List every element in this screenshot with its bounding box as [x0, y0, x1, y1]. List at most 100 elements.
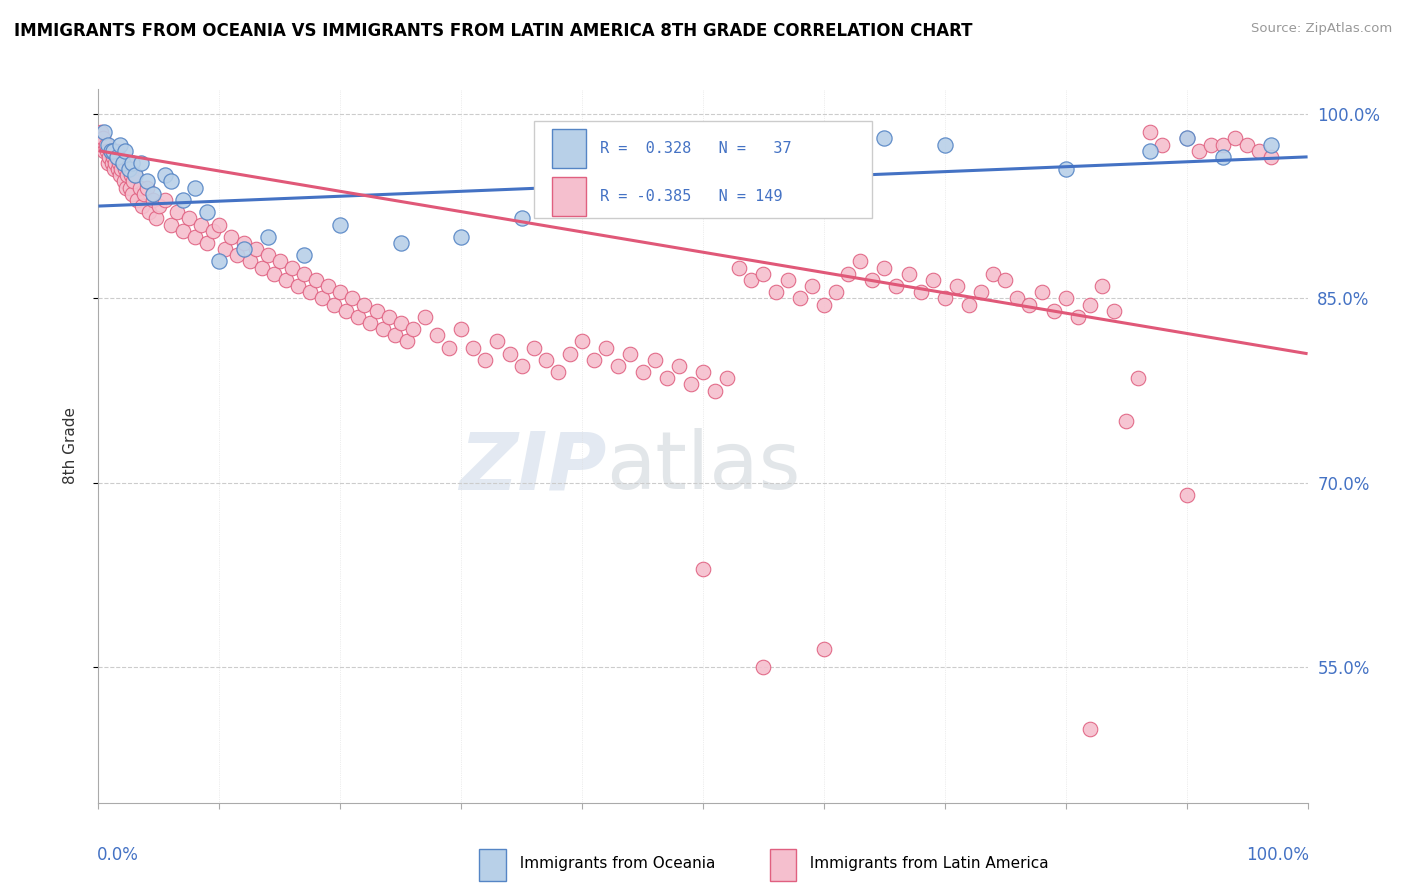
- Point: [395, 334, 418, 349]
- Point: [281, 260, 304, 275]
- Point: [142, 186, 165, 201]
- Point: [837, 267, 859, 281]
- Point: [813, 642, 835, 657]
- Bar: [769, 849, 796, 881]
- Point: [655, 371, 678, 385]
- Point: [1054, 162, 1077, 177]
- Point: [1078, 297, 1101, 311]
- Text: Source: ZipAtlas.com: Source: ZipAtlas.com: [1251, 22, 1392, 36]
- Point: [534, 352, 557, 367]
- Point: [179, 211, 201, 226]
- Point: [184, 230, 207, 244]
- Point: [463, 341, 485, 355]
- Text: Immigrants from Latin America: Immigrants from Latin America: [800, 856, 1049, 871]
- Point: [184, 180, 207, 194]
- Point: [571, 169, 593, 183]
- Point: [1139, 144, 1161, 158]
- Point: [728, 260, 751, 275]
- Text: Immigrants from Oceania: Immigrants from Oceania: [509, 856, 714, 871]
- Point: [98, 150, 121, 164]
- Point: [172, 193, 194, 207]
- Point: [214, 242, 236, 256]
- Point: [1212, 137, 1234, 152]
- Point: [437, 341, 460, 355]
- Point: [619, 347, 641, 361]
- Point: [377, 310, 399, 324]
- Point: [145, 211, 167, 226]
- Point: [305, 273, 328, 287]
- Point: [127, 193, 149, 207]
- Point: [946, 279, 969, 293]
- Point: [124, 169, 146, 183]
- Point: [190, 218, 212, 232]
- Point: [360, 316, 382, 330]
- Point: [323, 297, 346, 311]
- Point: [97, 137, 120, 152]
- Point: [263, 267, 285, 281]
- Point: [1128, 371, 1150, 385]
- Point: [114, 144, 136, 158]
- Text: R = -0.385   N = 149: R = -0.385 N = 149: [600, 189, 783, 204]
- Point: [1018, 297, 1040, 311]
- Point: [335, 303, 357, 318]
- Point: [704, 384, 727, 398]
- Point: [1091, 279, 1114, 293]
- Point: [873, 260, 896, 275]
- Point: [1249, 144, 1271, 158]
- Point: [120, 169, 142, 183]
- Point: [311, 291, 333, 305]
- Point: [752, 193, 775, 207]
- Point: [595, 341, 617, 355]
- Point: [371, 322, 394, 336]
- Point: [921, 273, 943, 287]
- Point: [498, 347, 520, 361]
- Point: [1078, 722, 1101, 736]
- Point: [426, 328, 449, 343]
- Point: [752, 267, 775, 281]
- Point: [1223, 131, 1246, 145]
- Point: [1042, 303, 1064, 318]
- Point: [107, 162, 129, 177]
- Point: [523, 341, 546, 355]
- Point: [389, 235, 412, 250]
- Point: [607, 359, 630, 373]
- Point: [166, 205, 188, 219]
- Point: [668, 359, 690, 373]
- Point: [957, 297, 980, 311]
- Bar: [479, 849, 506, 881]
- Point: [389, 316, 412, 330]
- Point: [292, 248, 315, 262]
- Point: [631, 365, 654, 379]
- Point: [413, 310, 436, 324]
- Point: [124, 169, 146, 183]
- Point: [232, 242, 254, 256]
- Point: [208, 218, 231, 232]
- Point: [692, 562, 714, 576]
- Point: [90, 125, 112, 139]
- Point: [740, 273, 762, 287]
- Point: [135, 174, 157, 188]
- Point: [1031, 285, 1053, 300]
- Point: [195, 205, 218, 219]
- Point: [1139, 125, 1161, 139]
- Point: [108, 156, 131, 170]
- Point: [1007, 291, 1029, 305]
- Point: [138, 205, 160, 219]
- Point: [108, 169, 131, 183]
- Point: [287, 279, 309, 293]
- Point: [692, 150, 714, 164]
- Point: [226, 248, 249, 262]
- Point: [148, 199, 170, 213]
- Point: [813, 297, 835, 311]
- Point: [970, 285, 993, 300]
- Point: [1175, 131, 1198, 145]
- Point: [121, 186, 143, 201]
- Point: [160, 174, 183, 188]
- Point: [118, 162, 141, 177]
- Point: [114, 162, 136, 177]
- Point: [450, 322, 472, 336]
- Point: [128, 180, 150, 194]
- Point: [994, 273, 1017, 287]
- Point: [860, 273, 883, 287]
- Point: [122, 174, 145, 188]
